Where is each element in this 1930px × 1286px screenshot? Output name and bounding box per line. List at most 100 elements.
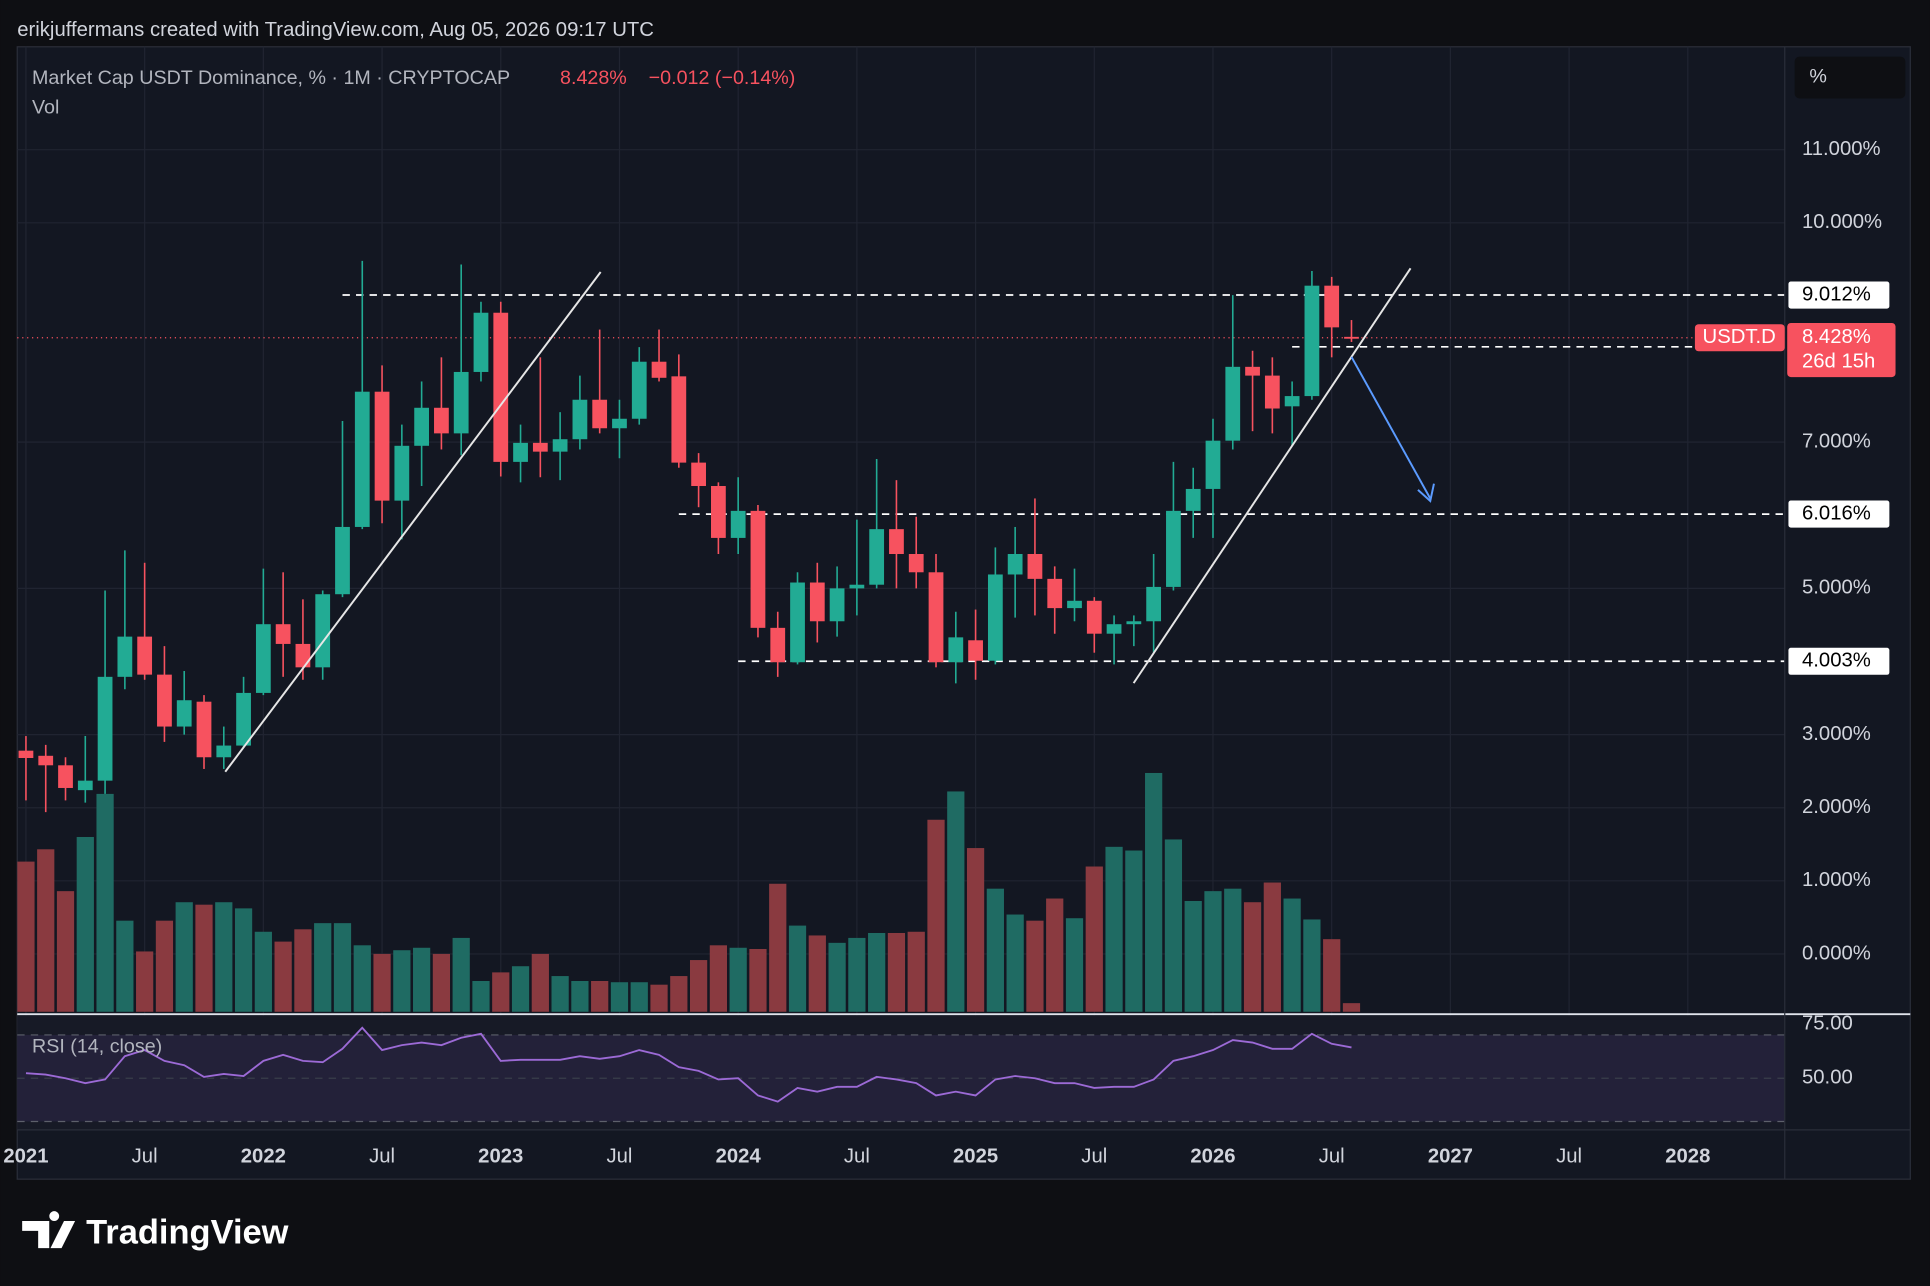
volume-bar <box>452 937 470 1012</box>
volume-bar <box>1065 918 1084 1012</box>
unit-button[interactable] <box>1794 56 1906 99</box>
level-label: 9.012% <box>1802 283 1871 305</box>
candle-body <box>157 674 172 727</box>
volume-bar <box>808 935 826 1012</box>
last-value: 8.428% <box>560 67 627 89</box>
candle-body <box>58 765 73 788</box>
candle-body <box>1067 600 1082 609</box>
axes: 2021 Jul 2022 Jul 2023 Jul 2024 Jul 2025 Jul 2026 J… <box>3 138 1896 1167</box>
candle-body <box>730 510 746 538</box>
volume-bar <box>353 945 371 1012</box>
volume-bar <box>56 891 75 1012</box>
candle-body <box>196 701 212 758</box>
volume-bar <box>1204 891 1222 1012</box>
candle-body <box>394 445 410 501</box>
rsi-tick-label: 50.00 <box>1802 1067 1853 1089</box>
ticker-box <box>1694 324 1785 352</box>
volume-bar <box>373 953 391 1012</box>
volume-bar <box>492 972 510 1012</box>
candle-body <box>790 582 805 663</box>
rsi <box>17 1026 1785 1123</box>
rsi-line <box>25 1026 1352 1103</box>
volume-bar <box>848 937 866 1012</box>
candle-body <box>473 312 489 372</box>
volume-bar <box>1046 898 1064 1012</box>
volume-bar <box>76 836 94 1012</box>
candle-body <box>809 582 825 622</box>
volume-bar <box>314 923 332 1012</box>
volume-bar <box>1283 898 1301 1012</box>
level-label: 6.016% <box>1802 502 1871 524</box>
volume-bar <box>531 953 549 1012</box>
volume-bar <box>1263 882 1281 1012</box>
volume-bar <box>947 791 965 1012</box>
grid <box>17 46 1785 1130</box>
last-price-box <box>1787 322 1896 378</box>
candle-body <box>1027 554 1043 579</box>
candle-body <box>711 486 726 538</box>
volume-bar <box>511 966 530 1012</box>
candle-body <box>97 676 113 781</box>
candle-body <box>315 594 331 668</box>
x-tick-label: 2022 <box>241 1145 286 1167</box>
volume-bar <box>333 923 352 1012</box>
y-tick-label: 5.000% <box>1802 577 1871 599</box>
candle-body <box>1185 488 1201 511</box>
volume-bar <box>294 929 312 1012</box>
unit-button-label[interactable]: % <box>1809 66 1827 88</box>
candle-body <box>275 624 291 644</box>
candle-body <box>849 584 865 589</box>
y-tick-label: 0.000% <box>1802 942 1871 964</box>
last-price-label: 8.428% <box>1802 326 1871 348</box>
volume-bar <box>175 902 193 1012</box>
brand: TradingView <box>86 1214 289 1252</box>
volume-bar <box>1243 902 1262 1012</box>
volume-bar <box>432 953 451 1012</box>
logo-mark <box>22 1211 76 1249</box>
x-tick-label: Jul <box>1556 1145 1582 1167</box>
volume-bar <box>1085 866 1103 1012</box>
candle-body <box>493 312 509 462</box>
volume-bar <box>1342 1003 1361 1012</box>
volume-bar <box>828 942 846 1012</box>
x-tick-label: 2024 <box>716 1145 762 1167</box>
volume-bar <box>571 980 589 1012</box>
y-tick-label: 11.000% <box>1802 138 1881 160</box>
x-tick-label: 2023 <box>478 1145 523 1167</box>
y-tick-label: 3.000% <box>1802 723 1871 745</box>
candle-body <box>18 750 34 758</box>
candle-body <box>928 572 944 663</box>
x-tick-label: Jul <box>369 1145 395 1167</box>
volume <box>17 772 1361 1012</box>
x-tick-label: 2028 <box>1665 1145 1710 1167</box>
candle-body <box>889 529 904 555</box>
y-tick-label: 2.000% <box>1802 796 1871 818</box>
volume-label: Vol <box>32 97 59 119</box>
volume-bar <box>788 925 807 1012</box>
volume-bar <box>1026 920 1044 1012</box>
level-label: 4.003% <box>1802 650 1871 672</box>
candle-body <box>1205 440 1221 489</box>
volume-bar <box>96 793 114 1012</box>
volume-bar <box>1105 846 1123 1012</box>
volume-bar <box>472 980 490 1012</box>
candle-body <box>335 526 350 595</box>
candle-body <box>1245 366 1260 376</box>
volume-bar <box>749 948 767 1012</box>
volume-bar <box>195 904 213 1012</box>
candle-body <box>1324 285 1340 328</box>
candle-body <box>572 399 588 440</box>
volume-bar <box>1006 914 1024 1012</box>
projection-arrow <box>1350 356 1432 499</box>
volume-bar <box>116 920 134 1012</box>
volume-bar <box>1145 772 1163 1012</box>
candle-body <box>176 700 192 727</box>
candle-body <box>552 439 568 452</box>
candle-body <box>453 371 469 434</box>
candle-body <box>948 637 964 663</box>
x-tick-label: Jul <box>1081 1145 1107 1167</box>
candle-body <box>829 588 845 622</box>
candle-body <box>1146 586 1162 622</box>
candle-body <box>532 442 548 452</box>
volume-bar <box>907 931 925 1012</box>
